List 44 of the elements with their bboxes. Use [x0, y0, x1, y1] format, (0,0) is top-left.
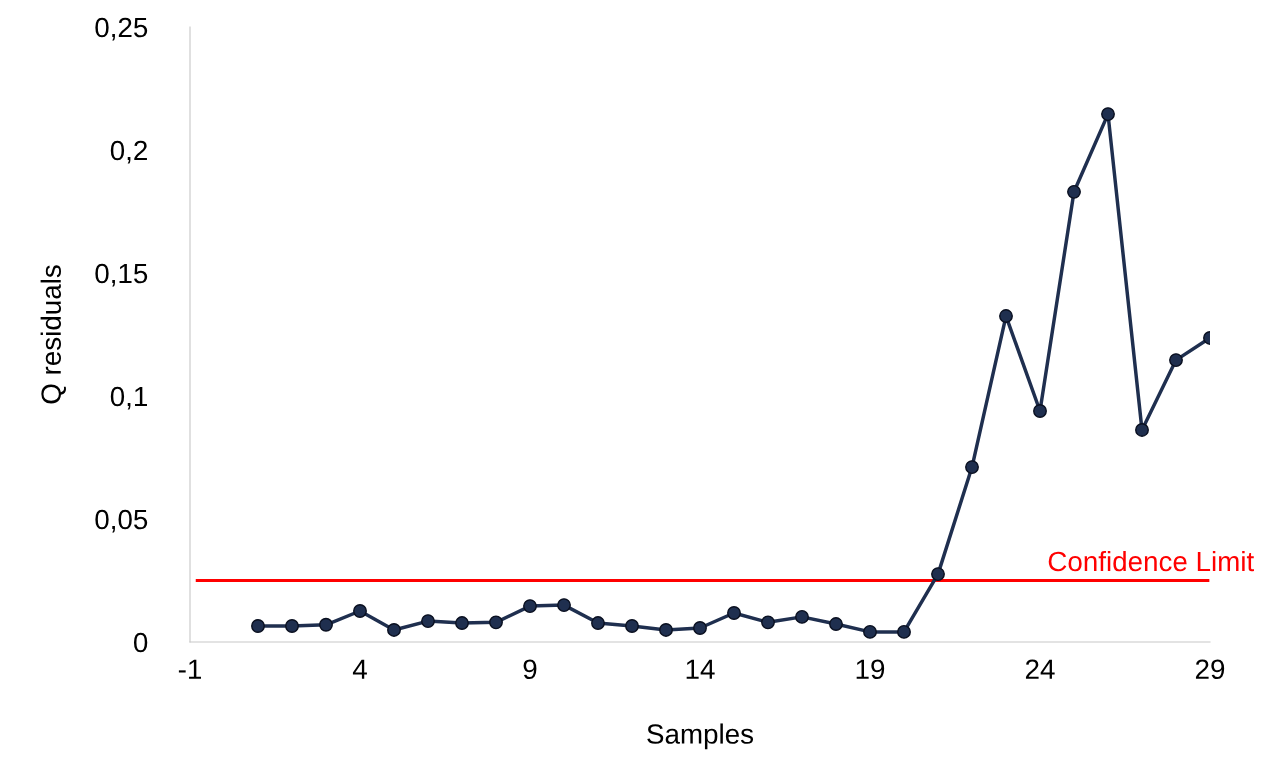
point: [1101, 107, 1115, 122]
x-tick-label: 9: [523, 659, 537, 680]
point: [795, 609, 809, 624]
point: [659, 623, 673, 637]
y-tick-label: 0,1: [110, 386, 147, 410]
point: [829, 617, 843, 631]
y-tick-label: 0: [133, 632, 148, 653]
point: [931, 567, 945, 582]
x-tick-label: 14: [686, 659, 715, 679]
point: [1033, 404, 1047, 418]
point: [319, 617, 333, 632]
point: [455, 616, 469, 631]
point: [557, 598, 571, 613]
point: [421, 614, 435, 629]
x-tick-label: 19: [856, 659, 885, 680]
point: [489, 615, 503, 630]
y-axis-title: Q residuals: [40, 265, 66, 404]
point: [693, 621, 707, 635]
x-axis-title: Samples: [647, 723, 754, 750]
point: [523, 599, 537, 614]
point: [387, 623, 401, 637]
x-tick-label: 24: [1025, 659, 1055, 679]
point: [965, 460, 979, 475]
x-tick-label: -1: [178, 659, 201, 679]
point: [251, 619, 265, 633]
x-tick-label: 29: [1195, 659, 1225, 680]
y-tick-label: 0,2: [110, 140, 147, 164]
point: [999, 309, 1013, 323]
point: [1169, 353, 1183, 368]
point: [863, 624, 877, 639]
point: [1135, 423, 1149, 437]
point: [625, 619, 639, 633]
point: [897, 624, 911, 639]
ref-line-label: Confidence Limit: [1048, 550, 1255, 572]
point: [353, 604, 367, 618]
point: [761, 615, 775, 630]
y-tick-label: 0,05: [95, 509, 148, 533]
point: [727, 606, 741, 620]
y-tick-label: 0,15: [95, 263, 148, 287]
point: [591, 616, 605, 631]
point: [1067, 184, 1081, 199]
point: [285, 619, 299, 633]
x-tick-label: 4: [352, 659, 367, 679]
y-tick-label: 0,25: [95, 17, 148, 41]
